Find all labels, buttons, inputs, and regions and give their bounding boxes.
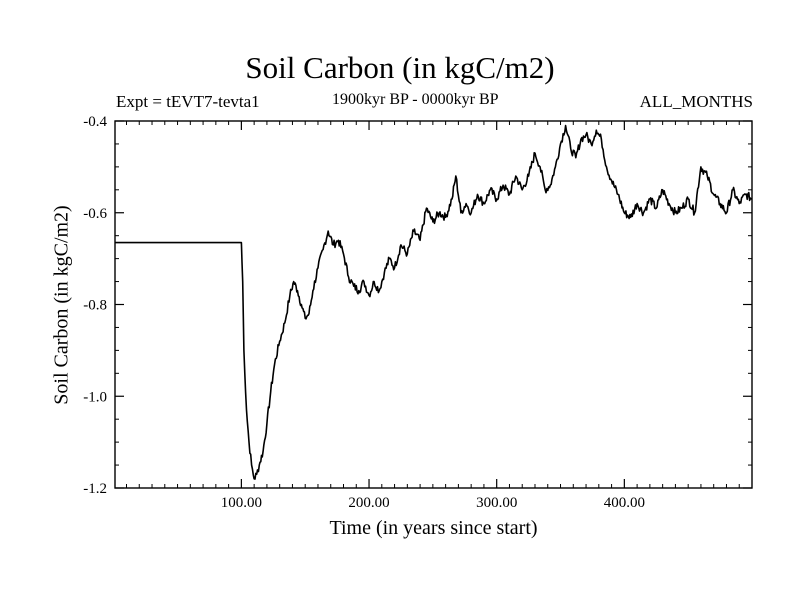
chart-title: Soil Carbon (in kgC/m2)	[245, 50, 555, 85]
experiment-label: Expt = tEVT7-tevta1	[116, 92, 260, 111]
y-tick-label: -0.6	[83, 206, 107, 222]
y-tick-label: -1.2	[83, 481, 107, 497]
plot-frame	[114, 120, 753, 489]
x-tick-label: 100.00	[221, 495, 262, 511]
months-label: ALL_MONTHS	[639, 92, 753, 111]
y-tick-label: -1.0	[83, 389, 107, 405]
x-tick-label: 300.00	[476, 495, 517, 511]
tick-labels-layer: 100.00 200.00 300.00 400.00 -1.2 -1.0 -0.8 -0.6…	[83, 114, 645, 511]
y-tick-label: -0.8	[83, 298, 107, 314]
x-tick-label: 400.00	[604, 495, 645, 511]
ticks-layer	[115, 120, 752, 489]
period-label: 1900kyr BP - 0000kyr BP	[332, 91, 499, 108]
y-tick-label: -0.4	[83, 114, 107, 130]
x-axis-label: Time (in years since start)	[329, 517, 538, 539]
series-layer	[115, 124, 753, 480]
soil-carbon-series-line	[115, 124, 753, 480]
x-tick-label: 200.00	[348, 495, 389, 511]
